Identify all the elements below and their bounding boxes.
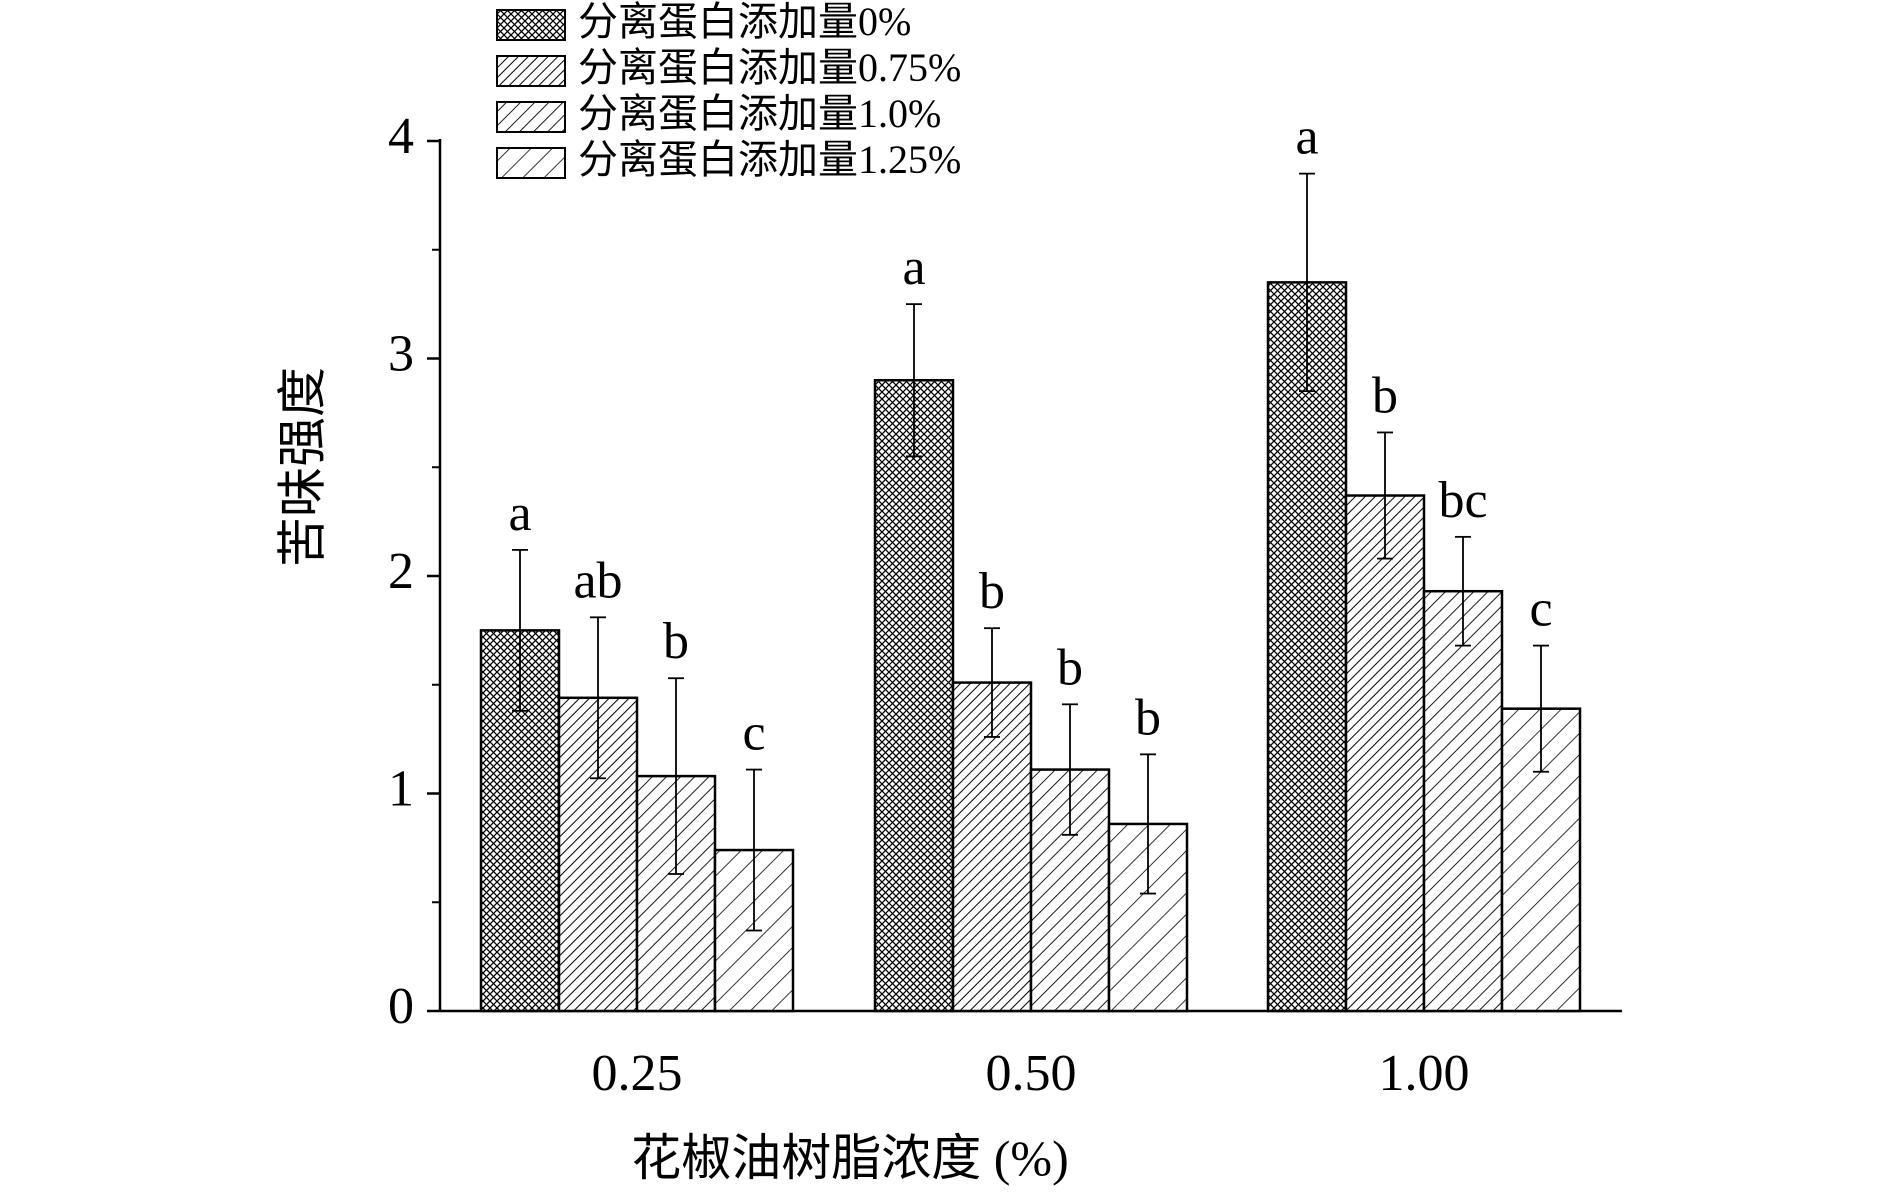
legend-swatch — [496, 147, 566, 179]
y-tick-label: 2 — [388, 543, 414, 600]
significance-label: b — [1372, 367, 1398, 424]
significance-label: b — [1135, 689, 1161, 746]
bars-group — [479, 281, 1582, 1013]
y-tick-label: 4 — [388, 108, 414, 165]
significance-label: a — [508, 485, 531, 542]
y-axis-title: 苦味强度 — [274, 367, 330, 567]
x-axis: 0.25 0.50 1.00 — [440, 1009, 1622, 1102]
x-axis-title: 花椒油树脂浓度 (%) — [631, 1130, 1068, 1186]
significance-label: a — [1295, 109, 1318, 166]
significance-label: c — [742, 705, 765, 762]
legend-swatch — [496, 9, 566, 41]
bar — [1422, 589, 1504, 1013]
x-tick-label: 0.50 — [986, 1045, 1077, 1102]
significance-label: a — [902, 239, 925, 296]
y-tick-label: 0 — [388, 978, 414, 1035]
significance-label: ab — [573, 552, 622, 609]
y-tick-label: 1 — [388, 760, 414, 817]
significance-label: c — [1529, 581, 1552, 638]
error-bars-group — [512, 172, 1549, 932]
significance-label: b — [1057, 639, 1083, 696]
y-axis: 0 1 2 3 4 — [388, 108, 442, 1035]
x-tick-label: 1.00 — [1379, 1045, 1470, 1102]
significance-label: b — [979, 563, 1005, 620]
legend-swatch — [496, 55, 566, 87]
bar — [873, 379, 955, 1013]
significance-label: b — [663, 613, 689, 670]
legend-label: 分离蛋白添加量0% — [578, 0, 911, 44]
legend-swatch — [496, 101, 566, 133]
y-tick-label: 3 — [388, 325, 414, 382]
legend-label: 分离蛋白添加量0.75% — [578, 45, 961, 90]
x-tick-label: 0.25 — [592, 1045, 683, 1102]
legend-label: 分离蛋白添加量1.0% — [578, 91, 941, 136]
legend-label: 分离蛋白添加量1.25% — [578, 137, 961, 182]
significance-label: bc — [1438, 472, 1487, 529]
legend: 分离蛋白添加量0%分离蛋白添加量0.75%分离蛋白添加量1.0%分离蛋白添加量1… — [496, 0, 961, 182]
bar — [1344, 494, 1426, 1013]
